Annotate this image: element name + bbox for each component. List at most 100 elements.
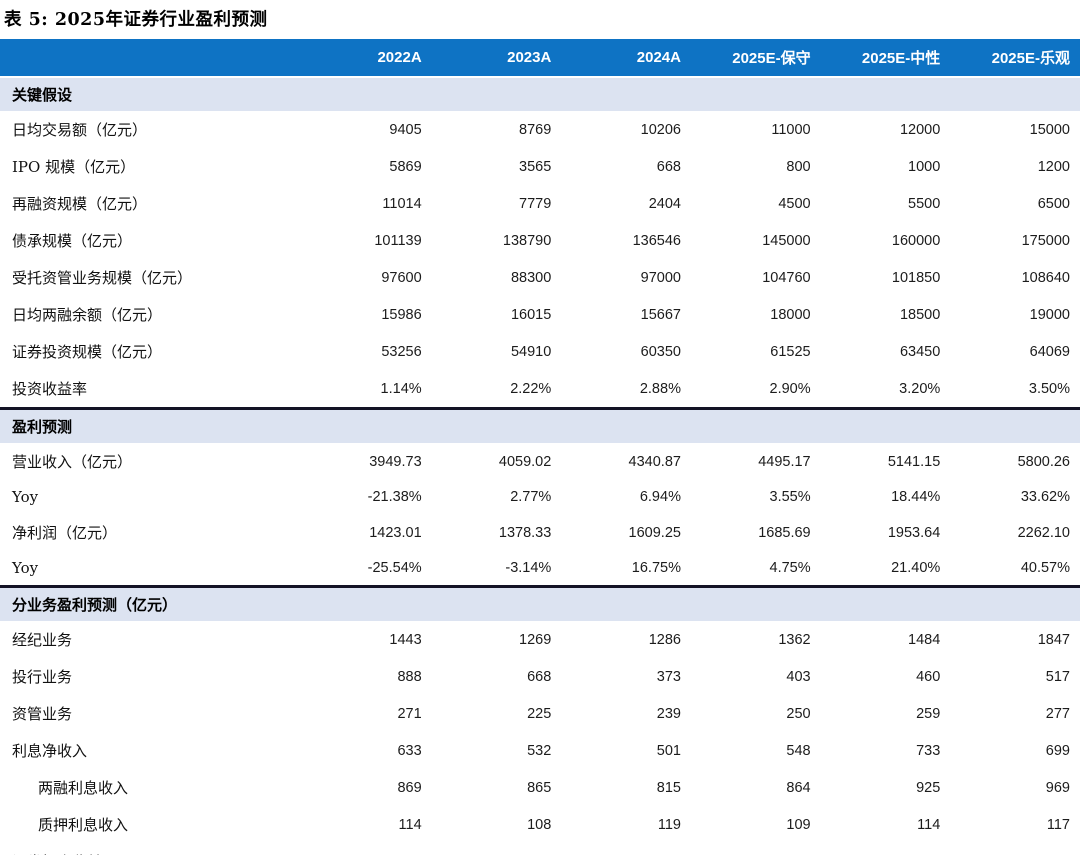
cell-value: 11014 xyxy=(382,195,422,212)
cell-value: 925 xyxy=(916,779,941,796)
cell-value: 21.40% xyxy=(891,560,941,576)
table-row: 经纪业务 1443 1269 1286 1362 1484 1847 xyxy=(0,621,1080,658)
row-label: 经纪业务 xyxy=(12,631,73,649)
cell-value: 11000 xyxy=(771,121,811,138)
cell-value: 4340.87 xyxy=(628,453,681,470)
cell-value: 3949.73 xyxy=(369,453,422,470)
cell-value: 60350 xyxy=(640,343,681,360)
cell-value: 12000 xyxy=(899,121,941,138)
table-row: Yoy -21.38% 2.77% 6.94% 3.55% 18.44% 33.62% xyxy=(0,480,1080,514)
cell-value: 8769 xyxy=(519,121,552,138)
cell-value: 668 xyxy=(656,158,681,175)
table-body: 关键假设 日均交易额（亿元） 9405 8769 10206 11000 12000 1500… xyxy=(0,76,1080,855)
column-header: 2023A xyxy=(431,39,562,77)
cell-value: 88300 xyxy=(510,269,552,286)
cell-value: 2262.10 xyxy=(1017,524,1070,541)
row-label: IPO 规模（亿元） xyxy=(12,158,136,176)
row-label: 两融利息收入 xyxy=(38,779,129,797)
row-label: 质押利息收入 xyxy=(38,816,129,834)
row-label: 再融资规模（亿元） xyxy=(12,195,148,213)
cell-value: 1741 xyxy=(561,843,691,855)
cell-value: 373 xyxy=(656,668,681,685)
cell-value: 699 xyxy=(1045,742,1070,759)
cell-value: 5141.15 xyxy=(887,453,941,470)
section-header: 关键假设 xyxy=(0,76,1080,111)
cell-value: 7779 xyxy=(519,195,552,212)
cell-value: 608 xyxy=(302,843,432,855)
cell-value: 2.77% xyxy=(510,489,552,505)
section-header-row: 盈利预测 xyxy=(0,407,1080,443)
cell-value: 40.57% xyxy=(1020,560,1070,576)
cell-value: 16015 xyxy=(510,306,552,323)
cell-value: 6.94% xyxy=(639,489,681,505)
cell-value: 1200 xyxy=(1037,158,1070,175)
cell-value: 15000 xyxy=(1029,121,1070,138)
section-header-row: 关键假设 xyxy=(0,76,1080,111)
cell-value: 532 xyxy=(527,742,552,759)
cell-value: 969 xyxy=(1045,779,1070,796)
table-title: 表 5: 2025年证券行业盈利预测 xyxy=(4,10,268,30)
column-header: 2022A xyxy=(302,39,432,77)
table-row: 营业收入（亿元） 3949.73 4059.02 4340.87 4495.17 5141… xyxy=(0,443,1080,480)
cell-value: 1784 xyxy=(691,843,821,855)
row-label: 利息净收入 xyxy=(12,742,88,760)
table-row: 债承规模（亿元） 101139 138790 136546 145000 160000 17… xyxy=(0,222,1080,259)
cell-value: 138790 xyxy=(502,232,552,249)
cell-value: 1269 xyxy=(519,631,552,648)
cell-value: 1362 xyxy=(778,631,811,648)
cell-value: 5869 xyxy=(389,158,422,175)
table-row: 证券投资收益60812171741178420302242 xyxy=(0,843,1080,855)
cell-value: 5800.26 xyxy=(1017,453,1070,470)
cell-value: 18000 xyxy=(770,306,811,323)
row-label: 投行业务 xyxy=(12,668,73,686)
column-header: 2024A xyxy=(561,39,691,77)
table-row: 净利润（亿元） 1423.01 1378.33 1609.25 1685.69 1953.… xyxy=(0,514,1080,551)
row-label: 投资收益率 xyxy=(12,380,88,398)
cell-value: 18500 xyxy=(899,306,941,323)
row-label: 日均两融余额（亿元） xyxy=(12,306,163,324)
table-row: 投行业务 888 668 373 403 460 517 xyxy=(0,658,1080,695)
cell-value: 9405 xyxy=(389,121,422,138)
cell-value: 1286 xyxy=(648,631,681,648)
cell-value: 5500 xyxy=(908,195,941,212)
table-row: 证券投资规模（亿元） 53256 54910 60350 61525 63450 64069 xyxy=(0,333,1080,370)
cell-value: 108 xyxy=(527,816,552,833)
cell-value: 53256 xyxy=(381,343,422,360)
cell-value: 865 xyxy=(527,779,552,796)
cell-value: 97600 xyxy=(381,269,422,286)
cell-value: 2.88% xyxy=(639,380,681,397)
cell-value: 114 xyxy=(398,816,422,833)
cell-value: 1953.64 xyxy=(887,524,941,541)
cell-value: 225 xyxy=(527,705,552,722)
row-label: Yoy xyxy=(12,559,39,577)
cell-value: 888 xyxy=(397,668,422,685)
cell-value: 2030 xyxy=(821,843,951,855)
cell-value: 1484 xyxy=(908,631,941,648)
cell-value: 2.22% xyxy=(510,380,552,397)
cell-value: 63450 xyxy=(899,343,941,360)
table-row: 资管业务 271 225 239 250 259 277 xyxy=(0,695,1080,732)
forecast-table: 2022A 2023A 2024A 2025E-保守 2025E-中性 2025E-乐观 … xyxy=(0,39,1080,855)
column-header: 2025E-保守 xyxy=(690,39,821,77)
table-row: 两融利息收入 869 865 815 864 925 969 xyxy=(0,769,1080,806)
cell-value: 117 xyxy=(1046,816,1070,833)
row-label: Yoy xyxy=(12,488,39,506)
row-label: 受托资管业务规模（亿元） xyxy=(12,269,193,287)
row-label: 净利润（亿元） xyxy=(12,524,118,542)
cell-value: 239 xyxy=(656,705,681,722)
cell-value: 2.90% xyxy=(769,380,811,397)
cell-value: 1443 xyxy=(389,631,422,648)
row-label: 营业收入（亿元） xyxy=(12,453,133,471)
cell-value: 815 xyxy=(656,779,681,796)
cell-value: 19000 xyxy=(1029,306,1070,323)
cell-value: 1609.25 xyxy=(628,524,681,541)
table-header-row: 2022A 2023A 2024A 2025E-保守 2025E-中性 2025E-乐观 xyxy=(0,39,1080,77)
cell-value: 136546 xyxy=(632,232,681,249)
table-row: 利息净收入 633 532 501 548 733 699 xyxy=(0,732,1080,769)
cell-value: 33.62% xyxy=(1020,489,1070,505)
section-header: 分业务盈利预测（亿元） xyxy=(0,585,1080,621)
cell-value: 15986 xyxy=(381,306,422,323)
cell-value: 114 xyxy=(917,816,941,833)
cell-value: 800 xyxy=(786,158,811,175)
